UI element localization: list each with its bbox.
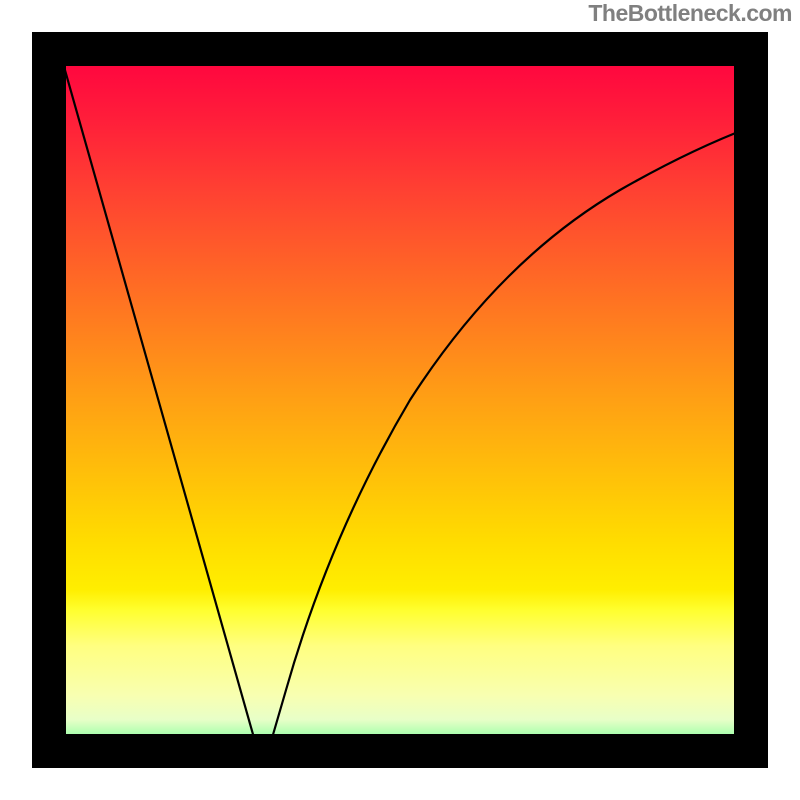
plot-background: [49, 49, 751, 751]
watermark-text: TheBottleneck.com: [588, 0, 792, 27]
bottleneck-chart: [0, 0, 800, 800]
chart-container: TheBottleneck.com: [0, 0, 800, 800]
